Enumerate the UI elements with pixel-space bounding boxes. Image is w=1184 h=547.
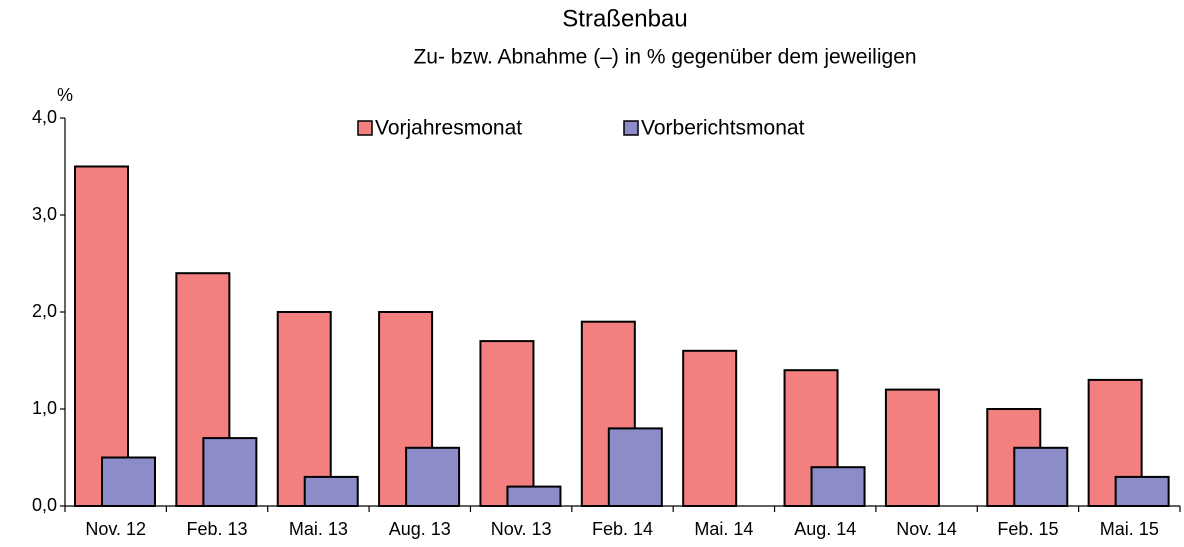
x-tick-label: Aug. 14 <box>794 519 856 539</box>
bar <box>1013 446 1069 507</box>
legend-swatch <box>357 120 373 136</box>
bar <box>607 427 663 507</box>
x-tick-label: Feb. 14 <box>592 519 653 539</box>
bar <box>202 437 258 508</box>
y-tick-label: 4,0 <box>32 107 57 127</box>
bar <box>682 349 738 507</box>
y-tick-label: 2,0 <box>32 301 57 321</box>
y-tick-label: 0,0 <box>32 495 57 515</box>
legend-swatch <box>623 120 639 136</box>
bar <box>405 446 461 507</box>
x-tick-label: Feb. 15 <box>997 519 1058 539</box>
bar <box>506 485 562 508</box>
x-tick-label: Feb. 13 <box>187 519 248 539</box>
y-axis-label: % <box>57 85 73 105</box>
x-tick-label: Mai. 13 <box>289 519 348 539</box>
y-tick-label: 3,0 <box>32 204 57 224</box>
x-tick-label: Nov. 12 <box>85 519 146 539</box>
bar <box>303 475 359 507</box>
x-tick-label: Aug. 13 <box>389 519 451 539</box>
bar <box>1114 475 1170 507</box>
bar <box>810 466 866 508</box>
bar <box>884 388 940 508</box>
bar <box>74 165 129 507</box>
x-tick-label: Nov. 13 <box>491 519 552 539</box>
legend-label: Vorberichtsmonat <box>641 117 805 140</box>
x-tick-label: Mai. 15 <box>1100 519 1159 539</box>
x-tick-label: Nov. 14 <box>896 519 957 539</box>
bar <box>101 456 156 507</box>
chart-subtitle: Zu- bzw. Abnahme (–) in % gegenüber dem … <box>413 46 916 69</box>
legend-label: Vorjahresmonat <box>375 117 522 140</box>
x-tick-label: Mai. 14 <box>694 519 753 539</box>
chart-title: Straßenbau <box>562 5 687 32</box>
y-tick-label: 1,0 <box>32 398 57 418</box>
bar <box>479 340 535 507</box>
